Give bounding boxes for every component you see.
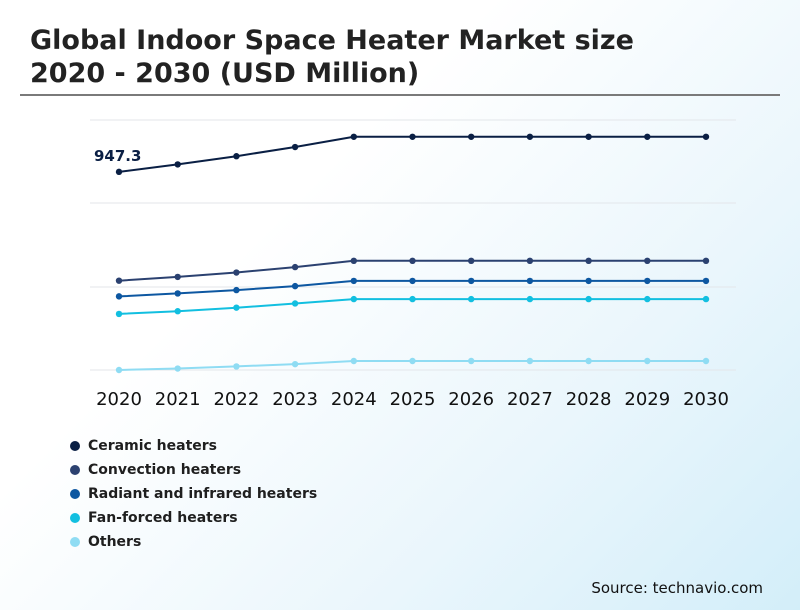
data-point bbox=[174, 290, 181, 297]
data-point bbox=[644, 277, 651, 285]
data-point bbox=[115, 293, 123, 300]
x-tick-label: 2030 bbox=[683, 389, 729, 410]
legend-item: Convection heaters bbox=[70, 458, 317, 482]
legend-label: Fan-forced heaters bbox=[88, 510, 238, 526]
data-point bbox=[350, 357, 357, 365]
data-point bbox=[468, 257, 475, 265]
legend-label: Others bbox=[88, 534, 142, 550]
data-point bbox=[233, 363, 240, 370]
data-point bbox=[526, 133, 534, 140]
x-tick-label: 2025 bbox=[390, 389, 436, 410]
legend: Ceramic heaters Convection heaters Radiant… bbox=[70, 434, 317, 554]
data-point bbox=[702, 357, 710, 365]
data-point bbox=[409, 357, 416, 365]
gridlines bbox=[90, 119, 736, 371]
data-point bbox=[233, 304, 240, 311]
data-point bbox=[585, 357, 592, 365]
data-point bbox=[585, 277, 592, 285]
data-point bbox=[291, 360, 299, 368]
chart-title: Global Indoor Space Heater Market size 2… bbox=[30, 24, 730, 90]
legend-label: Ceramic heaters bbox=[88, 438, 218, 454]
x-tick-label: 2024 bbox=[331, 389, 377, 410]
data-point bbox=[702, 277, 710, 285]
data-point bbox=[409, 277, 416, 285]
data-point bbox=[644, 357, 651, 365]
data-point bbox=[409, 295, 416, 303]
legend-label: Convection heaters bbox=[88, 462, 242, 478]
data-point bbox=[233, 153, 240, 160]
x-tick-label: 2020 bbox=[96, 389, 142, 410]
legend-dot-icon bbox=[70, 537, 80, 547]
data-point bbox=[174, 273, 181, 281]
title-line-2: 2020 - 2030 (USD Million) bbox=[30, 58, 420, 89]
x-tick-label: 2027 bbox=[507, 389, 553, 410]
legend-dot-icon bbox=[70, 489, 80, 499]
x-tick-label: 2022 bbox=[213, 389, 259, 410]
data-point bbox=[468, 357, 475, 365]
data-point bbox=[585, 133, 592, 140]
data-point bbox=[585, 257, 592, 265]
source-credit: Source: technavio.com bbox=[591, 579, 763, 597]
data-point bbox=[115, 277, 123, 284]
data-point bbox=[233, 286, 240, 294]
legend-item: Ceramic heaters bbox=[70, 434, 317, 458]
x-tick-label: 2028 bbox=[566, 389, 612, 410]
data-point bbox=[644, 257, 651, 265]
line-chart: 2020 2021 2022 2023 2024 2025 2026 2027 2028 2029… bbox=[90, 119, 736, 410]
data-label: 947.3 bbox=[94, 147, 141, 165]
data-point bbox=[350, 277, 357, 285]
data-point bbox=[174, 308, 181, 315]
data-point bbox=[644, 295, 651, 303]
data-point bbox=[468, 295, 475, 303]
data-point bbox=[291, 263, 299, 271]
data-point bbox=[585, 295, 592, 303]
title-divider bbox=[20, 94, 780, 96]
data-point bbox=[409, 133, 416, 140]
data-point bbox=[174, 365, 181, 372]
legend-item: Others bbox=[70, 530, 317, 554]
data-point bbox=[526, 277, 534, 285]
data-point bbox=[115, 366, 123, 374]
annotations: 947.3 bbox=[94, 147, 141, 165]
legend-item: Radiant and infrared heaters bbox=[70, 482, 317, 506]
data-point bbox=[644, 133, 651, 140]
x-tick-label: 2021 bbox=[155, 389, 201, 410]
data-point bbox=[409, 257, 416, 265]
x-tick-label: 2026 bbox=[448, 389, 494, 410]
legend-dot-icon bbox=[70, 465, 80, 475]
data-point bbox=[350, 133, 357, 140]
legend-item: Fan-forced heaters bbox=[70, 506, 317, 530]
data-point bbox=[468, 133, 475, 140]
legend-dot-icon bbox=[70, 441, 80, 451]
data-point bbox=[115, 168, 123, 176]
legend-dot-icon bbox=[70, 513, 80, 523]
data-point bbox=[291, 282, 299, 290]
data-point bbox=[526, 295, 534, 303]
title-line-1: Global Indoor Space Heater Market size bbox=[30, 25, 634, 56]
data-point bbox=[702, 257, 710, 265]
series-group bbox=[115, 133, 710, 374]
x-axis-ticks: 2020 2021 2022 2023 2024 2025 2026 2027 2028 2029… bbox=[96, 389, 729, 410]
series-line bbox=[118, 135, 706, 173]
data-point bbox=[350, 257, 357, 265]
data-point bbox=[233, 269, 240, 276]
data-point bbox=[526, 357, 534, 365]
data-point bbox=[468, 277, 475, 285]
data-point bbox=[350, 295, 357, 303]
x-tick-label: 2029 bbox=[624, 389, 670, 410]
x-tick-label: 2023 bbox=[272, 389, 318, 410]
data-point bbox=[291, 143, 299, 151]
data-point bbox=[174, 161, 181, 168]
data-point bbox=[702, 133, 710, 140]
data-point bbox=[526, 257, 534, 265]
data-point bbox=[291, 300, 299, 307]
data-point bbox=[115, 310, 123, 318]
data-point bbox=[702, 295, 710, 303]
legend-label: Radiant and infrared heaters bbox=[88, 486, 318, 502]
